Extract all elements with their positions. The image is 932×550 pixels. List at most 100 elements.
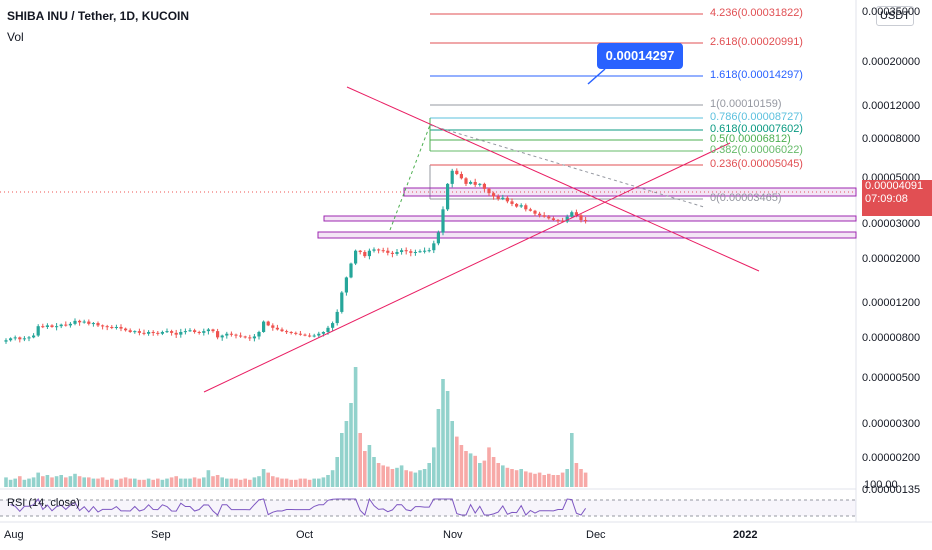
price-axis-label: 0.00000800 [862, 332, 921, 344]
candle-body [574, 212, 578, 216]
volume-bar [528, 472, 533, 487]
fib-level-label: 2.618(0.00020991) [710, 36, 803, 48]
volume-bar [427, 463, 431, 487]
symbol-title[interactable]: SHIBA INU / Tether, 1D, KUCOIN [7, 9, 190, 23]
volume-bar [271, 476, 275, 487]
candle-body [119, 326, 123, 329]
volume-bar [215, 475, 220, 487]
candle-body [59, 324, 63, 327]
volume-bar [266, 472, 270, 487]
candle-body [423, 250, 427, 252]
volume-bar [41, 476, 45, 487]
support-zone [403, 187, 857, 197]
candle-body [432, 243, 436, 251]
volume-bar [91, 478, 96, 487]
candle-body [211, 329, 215, 332]
volume-bars [4, 367, 588, 487]
volume-bar [358, 433, 362, 487]
volume-bar [418, 470, 422, 487]
currency-badge[interactable]: USDT [876, 6, 914, 26]
candle-body [344, 277, 348, 293]
support-zone [317, 231, 857, 239]
volume-bar [556, 475, 560, 487]
volume-bar [533, 473, 537, 487]
candle-body [22, 338, 26, 340]
volume-bar [565, 469, 569, 487]
volume-bar [353, 367, 358, 487]
volume-bar [123, 477, 128, 487]
volume-bar [321, 477, 326, 487]
candle-body [151, 331, 155, 333]
volume-bar [510, 469, 514, 487]
volume-bar [395, 467, 399, 487]
candle-body [570, 212, 574, 217]
volume-bar [307, 479, 312, 487]
fib-level-label: 1.618(0.00014297) [710, 69, 803, 81]
fib-level-label: 0.382(0.00006022) [710, 144, 803, 156]
trendlines [203, 68, 760, 393]
volume-bar [73, 473, 77, 487]
volume-bar [142, 479, 146, 487]
candle-body [262, 321, 266, 332]
ascending-trendline [203, 142, 731, 393]
candle-body [565, 216, 569, 222]
volume-bar [13, 478, 17, 487]
candle-body [110, 326, 114, 328]
volume-bar [257, 476, 261, 487]
volume-bar [8, 479, 13, 487]
candle-body [50, 325, 54, 327]
fib-level-label: 0(0.00003465) [710, 192, 782, 204]
candle-body [128, 330, 132, 332]
fibonacci-levels [429, 13, 703, 200]
candle-body [400, 250, 404, 253]
candle-body [36, 326, 40, 336]
candle-body [285, 331, 289, 333]
volume-label[interactable]: Vol [7, 30, 24, 44]
candle-body [68, 323, 72, 326]
candle-body [584, 219, 588, 221]
rsi-label[interactable]: RSI (14, close) [7, 497, 80, 509]
volume-bar [252, 477, 257, 487]
volume-bar [583, 472, 588, 487]
volume-bar [289, 479, 293, 487]
volume-bar [119, 478, 123, 487]
volume-bar [376, 463, 381, 487]
candle-body [381, 250, 385, 252]
candle-body [170, 331, 174, 333]
candle-body [165, 331, 169, 333]
candle-body [303, 334, 307, 336]
volume-bar [399, 465, 404, 487]
volume-bar [413, 472, 418, 487]
candle-body [533, 210, 537, 214]
candle-body [515, 203, 519, 207]
volume-bar [133, 478, 137, 487]
volume-bar [478, 463, 482, 487]
volume-bar [192, 477, 197, 487]
candle-body [96, 323, 100, 326]
candle-body [464, 178, 468, 184]
candlesticks [4, 168, 588, 344]
candle-body [308, 335, 312, 337]
volume-bar [570, 433, 574, 487]
volume-bar [220, 477, 224, 487]
candle-body [124, 328, 128, 331]
fib-level-label: 0.236(0.00005045) [710, 158, 803, 170]
candle-body [363, 252, 367, 257]
volume-bar [225, 478, 229, 487]
candle-body [188, 330, 192, 332]
candle-body [312, 335, 316, 337]
candle-body [349, 263, 353, 278]
volume-bar [31, 477, 36, 487]
candle-body [496, 196, 500, 199]
fib-level-label: 4.236(0.00031822) [710, 7, 803, 19]
volume-bar [64, 477, 68, 487]
volume-bar [294, 479, 298, 487]
price-target-callout[interactable]: 0.00014297 [597, 43, 683, 69]
candle-body [32, 335, 36, 338]
time-axis-label: Nov [443, 529, 463, 541]
volume-bar [317, 478, 321, 487]
volume-bar [114, 479, 119, 487]
volume-bar [404, 470, 408, 487]
price-axis-label: 0.00000135 [862, 484, 921, 496]
